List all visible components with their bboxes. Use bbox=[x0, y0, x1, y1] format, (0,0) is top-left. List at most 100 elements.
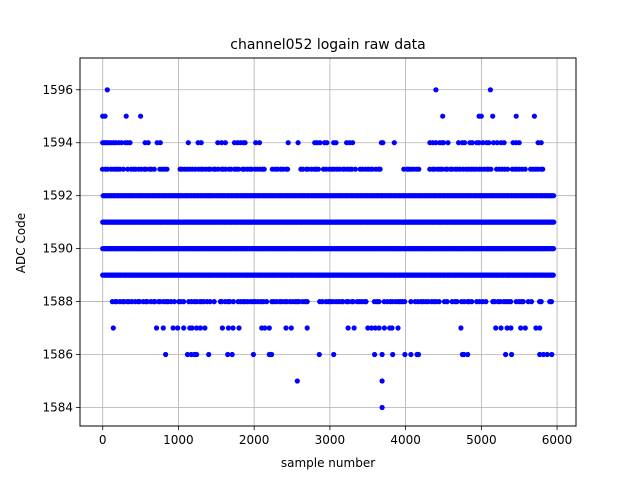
data-point bbox=[316, 351, 322, 358]
data-point bbox=[487, 87, 493, 93]
data-points bbox=[99, 87, 557, 411]
data-point bbox=[324, 140, 330, 146]
data-point bbox=[315, 166, 321, 172]
data-point bbox=[408, 299, 414, 305]
data-point bbox=[540, 166, 546, 172]
data-point bbox=[264, 299, 270, 305]
data-point bbox=[317, 140, 323, 146]
data-point bbox=[440, 113, 446, 119]
data-point bbox=[181, 299, 187, 305]
data-point bbox=[436, 299, 442, 305]
data-point bbox=[198, 140, 204, 146]
x-axis-label: sample number bbox=[281, 456, 375, 470]
data-point bbox=[376, 325, 382, 331]
data-point bbox=[261, 166, 267, 172]
y-tick-label: 1588 bbox=[42, 295, 73, 309]
data-point bbox=[211, 299, 217, 305]
data-point bbox=[508, 299, 514, 305]
x-tick-label: 5000 bbox=[466, 433, 497, 447]
data-point bbox=[458, 325, 464, 331]
data-point bbox=[389, 325, 395, 331]
data-point bbox=[269, 351, 275, 358]
data-point bbox=[110, 325, 116, 331]
data-point bbox=[379, 378, 385, 384]
data-point bbox=[390, 351, 396, 358]
data-point bbox=[516, 140, 522, 146]
data-point bbox=[160, 325, 166, 331]
data-point bbox=[504, 325, 510, 331]
data-point bbox=[151, 166, 157, 172]
data-point bbox=[197, 325, 203, 331]
data-point bbox=[368, 325, 375, 331]
data-point bbox=[235, 166, 242, 172]
data-point bbox=[266, 325, 272, 331]
data-point bbox=[433, 87, 439, 93]
data-point bbox=[262, 325, 268, 331]
data-point bbox=[207, 166, 213, 172]
x-tick-label: 3000 bbox=[315, 433, 346, 447]
chart-title: channel052 logain raw data bbox=[230, 37, 425, 53]
data-point bbox=[501, 140, 507, 146]
data-point bbox=[230, 325, 236, 331]
data-point bbox=[508, 325, 514, 331]
data-point bbox=[194, 351, 200, 358]
data-point bbox=[256, 140, 263, 146]
data-point bbox=[288, 325, 294, 331]
data-point bbox=[206, 351, 212, 358]
data-point bbox=[548, 299, 555, 305]
data-point bbox=[549, 351, 555, 358]
data-point bbox=[225, 325, 231, 331]
data-point bbox=[533, 325, 539, 331]
data-point bbox=[494, 140, 500, 146]
data-point bbox=[402, 299, 408, 305]
data-point bbox=[333, 140, 339, 146]
data-point bbox=[372, 325, 378, 331]
data-point bbox=[454, 299, 460, 305]
data-point bbox=[498, 325, 504, 331]
data-point bbox=[123, 113, 129, 119]
data-point bbox=[550, 246, 557, 252]
data-point bbox=[236, 325, 242, 331]
data-point bbox=[189, 325, 195, 331]
data-point bbox=[520, 299, 526, 305]
data-point bbox=[125, 166, 131, 172]
data-point bbox=[171, 299, 177, 305]
data-point bbox=[136, 299, 143, 305]
data-point bbox=[350, 140, 356, 146]
data-point bbox=[550, 272, 556, 278]
plot-area bbox=[80, 58, 576, 426]
data-point bbox=[222, 140, 228, 146]
data-point bbox=[537, 325, 543, 331]
data-point bbox=[304, 325, 310, 331]
y-tick-label: 1596 bbox=[42, 83, 73, 97]
data-point bbox=[250, 351, 256, 358]
data-point bbox=[225, 351, 231, 358]
data-point bbox=[433, 140, 439, 146]
data-point bbox=[440, 140, 447, 146]
data-point bbox=[175, 325, 181, 331]
data-point bbox=[551, 219, 557, 225]
data-point bbox=[493, 325, 499, 331]
data-point bbox=[102, 113, 108, 119]
data-point bbox=[152, 299, 158, 305]
data-point bbox=[145, 140, 151, 146]
data-point bbox=[352, 166, 358, 172]
data-point bbox=[345, 325, 351, 331]
data-point bbox=[462, 140, 468, 146]
data-point bbox=[395, 325, 401, 331]
data-point bbox=[219, 140, 225, 146]
data-point bbox=[345, 299, 351, 305]
data-point bbox=[304, 299, 310, 305]
data-point bbox=[202, 325, 208, 331]
data-point bbox=[538, 299, 544, 305]
data-point bbox=[476, 140, 482, 146]
data-point bbox=[379, 351, 385, 358]
data-point bbox=[483, 299, 489, 305]
data-point bbox=[144, 299, 150, 305]
y-tick-label: 1586 bbox=[42, 348, 73, 362]
data-point bbox=[391, 140, 397, 146]
data-point bbox=[490, 113, 496, 119]
data-point bbox=[228, 166, 234, 172]
data-point bbox=[163, 351, 169, 358]
